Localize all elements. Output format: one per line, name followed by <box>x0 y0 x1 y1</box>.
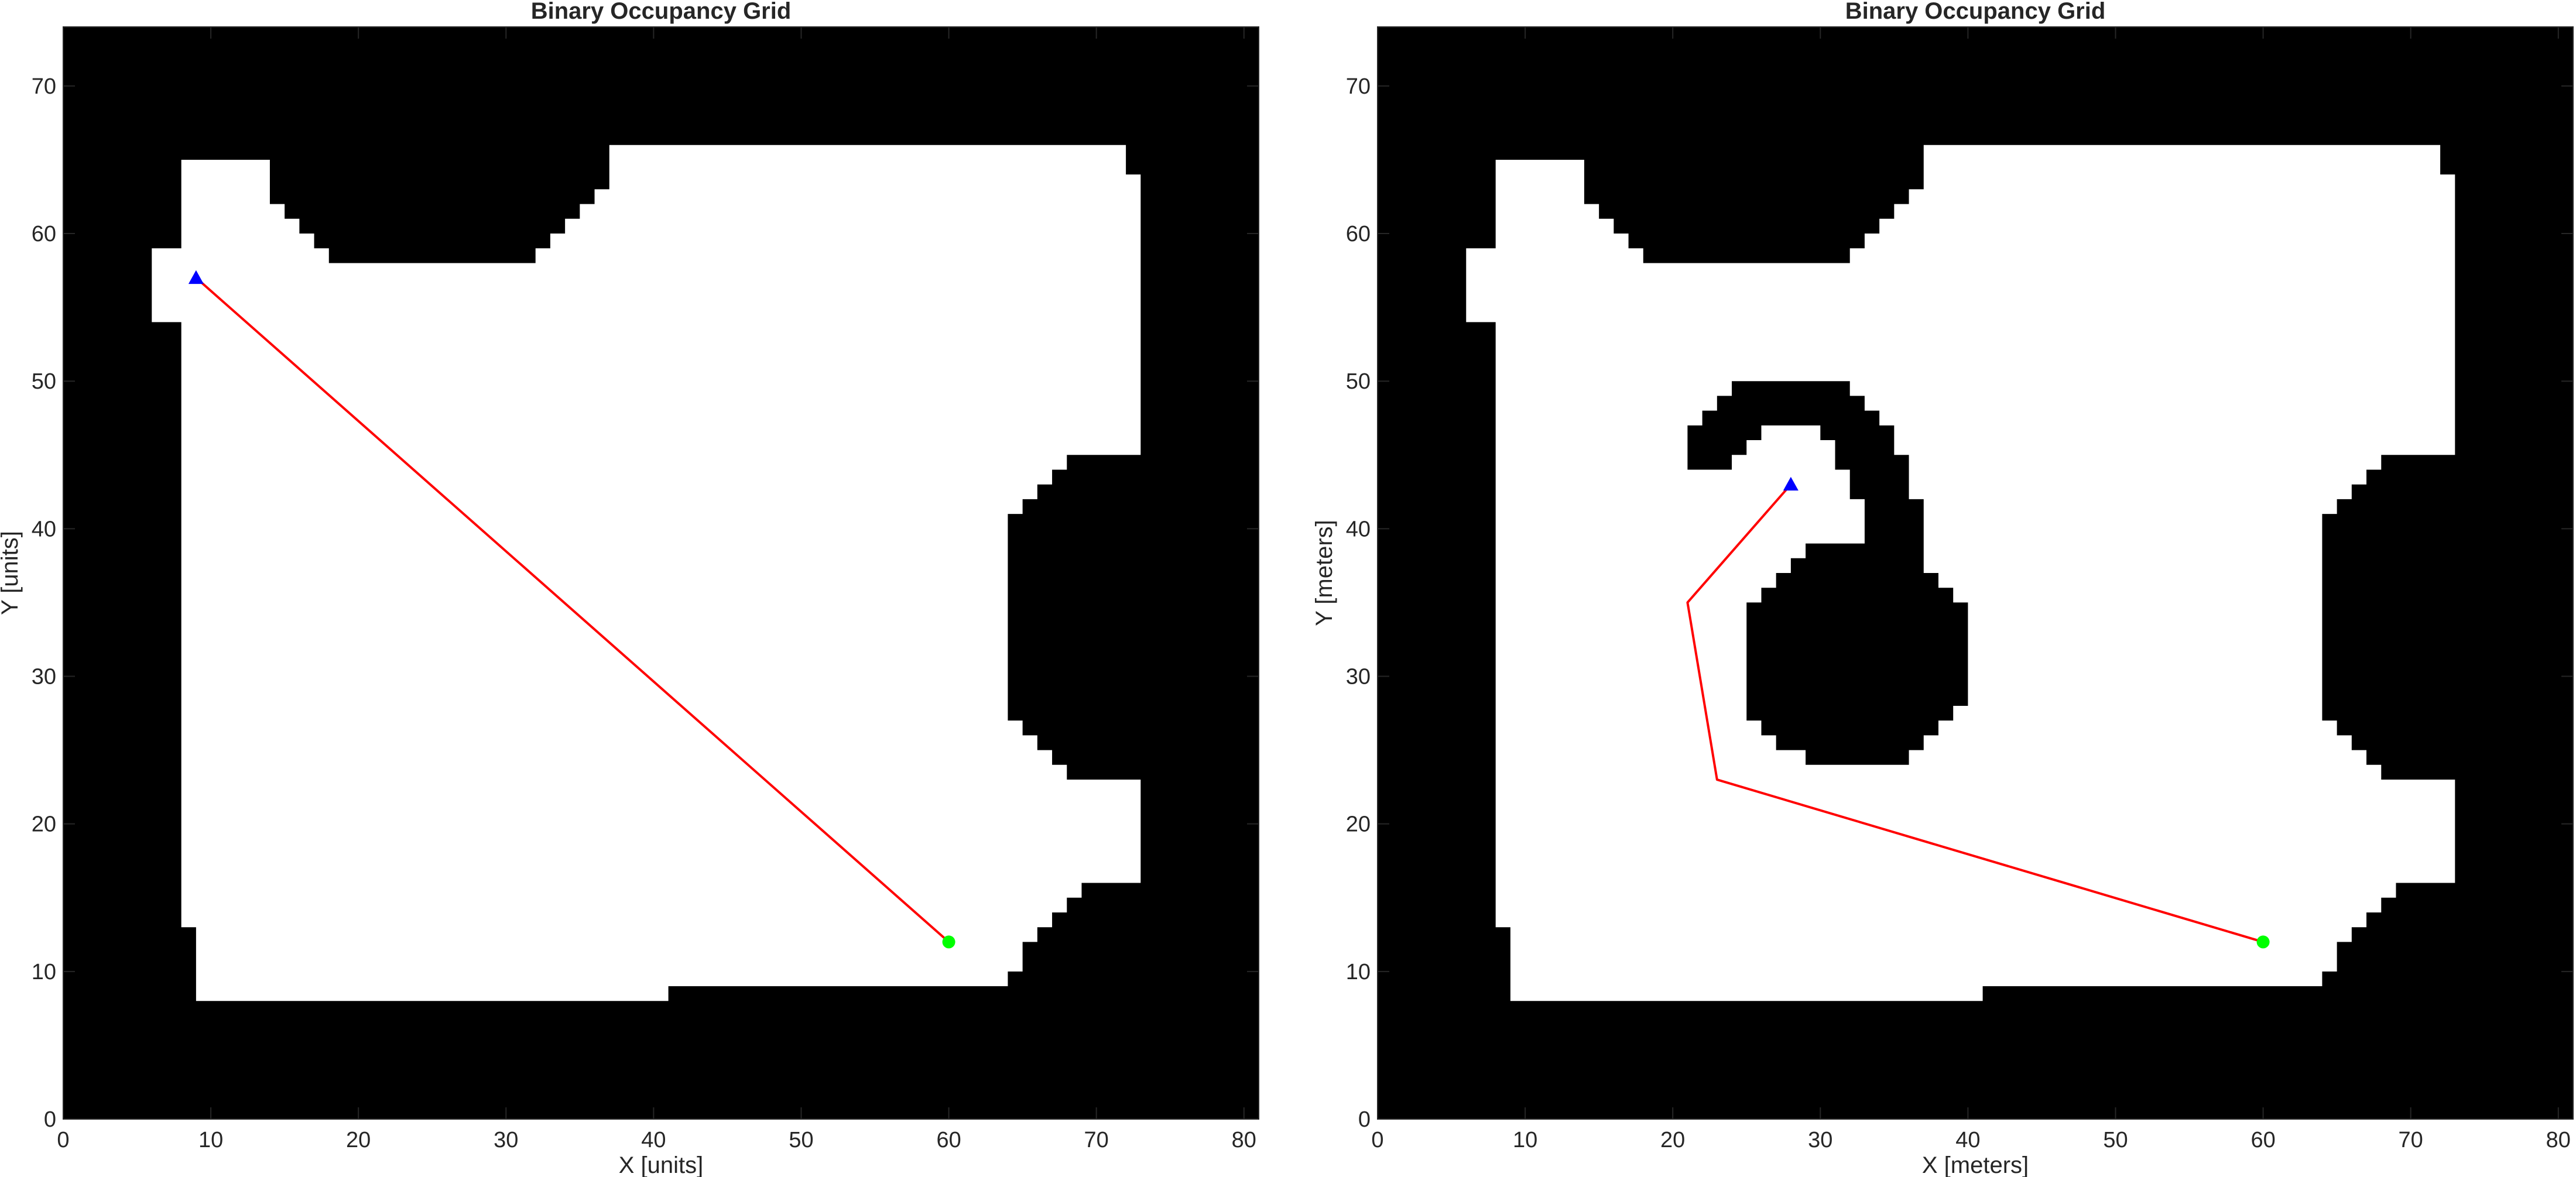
x-tick-label: 50 <box>789 1128 813 1152</box>
axes-box <box>1377 26 2574 1120</box>
chart-panel-1: 0 10 20 30 40 50 60 70 80 0 10 20 30 40 50 60 70 Binary O… <box>0 0 1259 1177</box>
x-axis-label: X [meters] <box>1922 1152 2029 1177</box>
free-cells <box>152 145 1141 1001</box>
y-tick-label: 30 <box>1346 665 1371 689</box>
x-tick-label: 50 <box>2103 1128 2128 1152</box>
x-tick-label: 0 <box>57 1128 69 1152</box>
y-tick-label: 70 <box>1346 74 1371 99</box>
x-tick-label: 20 <box>346 1128 371 1152</box>
y-tick-label: 30 <box>32 665 56 689</box>
plot-area <box>1378 27 2573 1119</box>
y-tick-label: 0 <box>1358 1107 1371 1132</box>
start-marker <box>1783 476 1799 491</box>
x-tick-label: 80 <box>1232 1128 1256 1152</box>
y-tick-label: 10 <box>1346 960 1371 984</box>
x-tick-label: 70 <box>1084 1128 1109 1152</box>
obstacle-1 <box>1687 381 1968 765</box>
x-tick-label: 30 <box>1808 1128 1832 1152</box>
x-tick-label: 60 <box>936 1128 961 1152</box>
planned-path <box>195 277 950 943</box>
y-tick-label: 60 <box>32 222 56 246</box>
x-tick-label: 70 <box>2399 1128 2423 1152</box>
axes-box <box>63 26 1259 1120</box>
chart-title: Binary Occupancy Grid <box>1845 0 2106 24</box>
y-tick-label: 40 <box>1346 517 1371 541</box>
x-tick-label: 20 <box>1660 1128 1685 1152</box>
x-tick-label: 0 <box>1371 1128 1383 1152</box>
y-tick-label: 10 <box>32 960 56 984</box>
goal-marker <box>2256 935 2270 949</box>
y-tick-label: 70 <box>32 74 56 99</box>
y-tick-label: 20 <box>32 812 56 837</box>
chart-panel-2: 0 10 20 30 40 50 60 70 80 0 10 20 30 40 50 60 70 Binary O… <box>1311 0 2574 1177</box>
plot-area <box>63 27 1259 1119</box>
x-tick-label: 10 <box>198 1128 223 1152</box>
x-axis-label: X [units] <box>619 1152 704 1177</box>
x-tick-label: 60 <box>2250 1128 2275 1152</box>
y-tick-label: 50 <box>32 369 56 394</box>
planned-path <box>1686 483 2264 943</box>
free-cells <box>1466 145 2455 1001</box>
chart-title: Binary Occupancy Grid <box>531 0 792 24</box>
y-tick-label: 0 <box>44 1107 56 1132</box>
start-marker <box>188 270 204 284</box>
y-tick-label: 60 <box>1346 222 1371 246</box>
y-axis-label: Y [meters] <box>1311 520 1337 626</box>
y-tick-label: 20 <box>1346 812 1371 837</box>
x-tick-label: 40 <box>1955 1128 1980 1152</box>
y-tick-label: 40 <box>32 517 56 541</box>
y-axis-label: Y [units] <box>0 531 23 615</box>
goal-marker <box>942 935 955 949</box>
x-tick-label: 40 <box>641 1128 666 1152</box>
y-tick-label: 50 <box>1346 369 1371 394</box>
x-tick-label: 80 <box>2546 1128 2571 1152</box>
x-tick-label: 10 <box>1513 1128 1537 1152</box>
x-tick-label: 30 <box>494 1128 518 1152</box>
